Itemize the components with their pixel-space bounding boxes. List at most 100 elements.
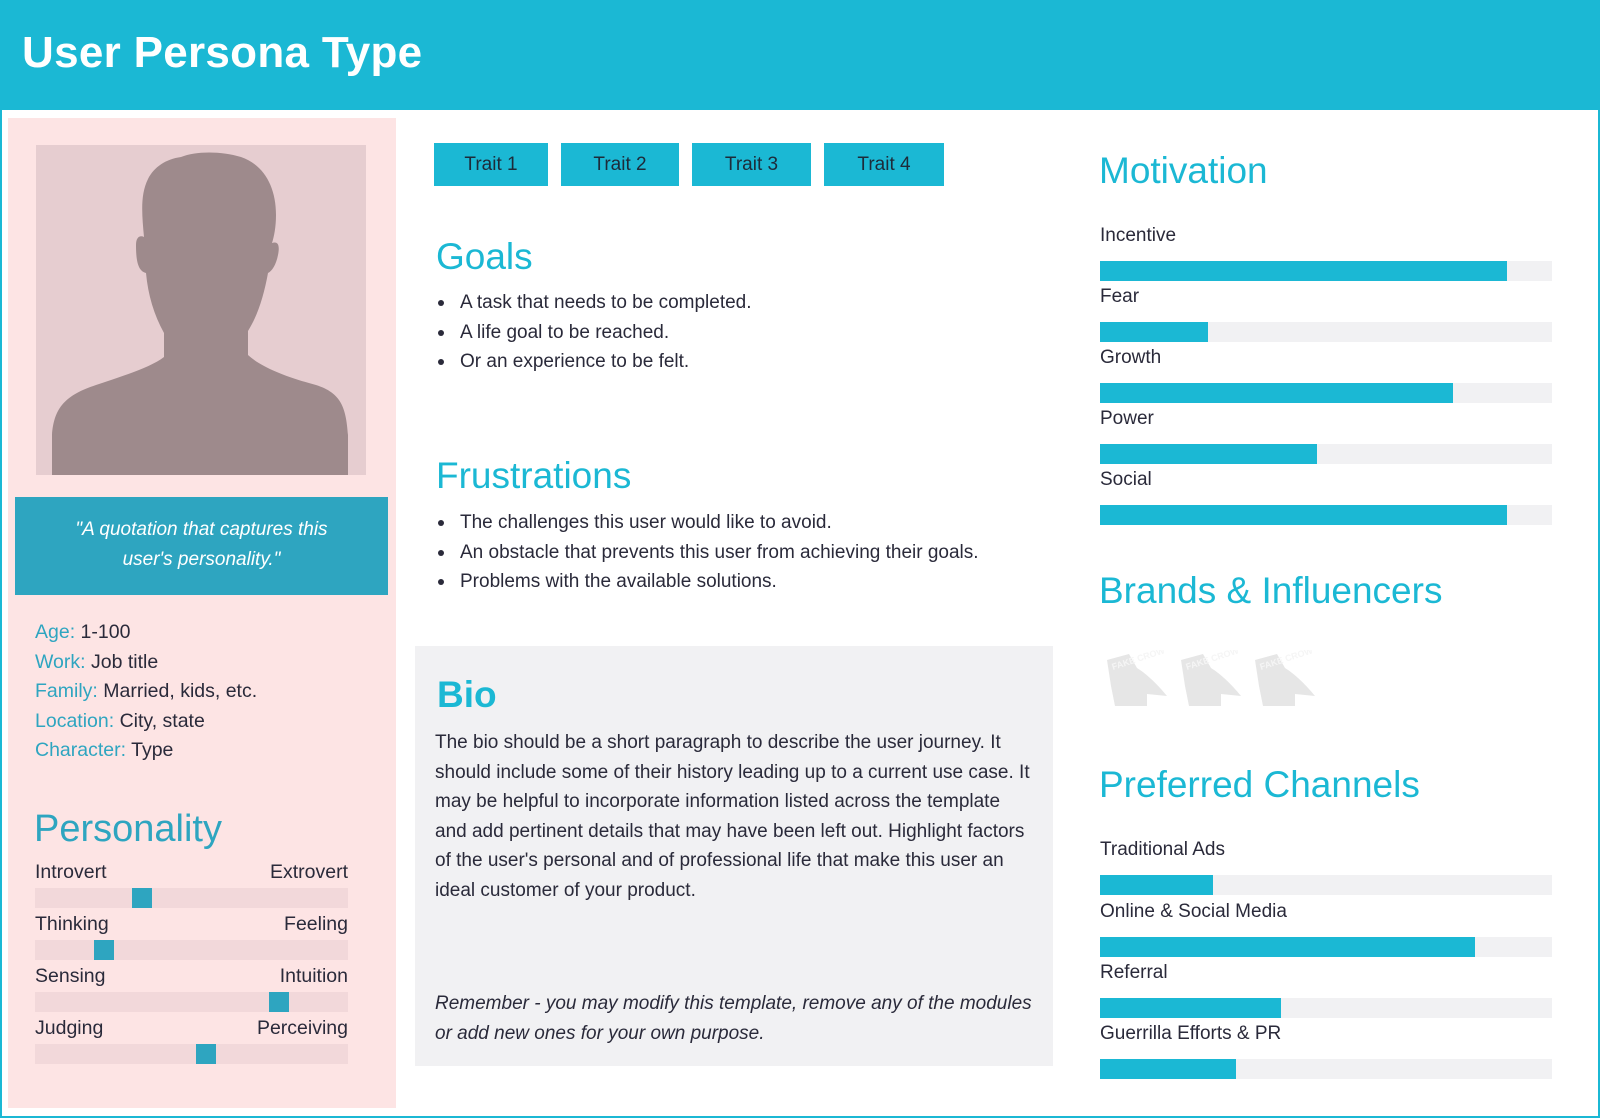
info-key: Location:: [35, 709, 115, 732]
trait-tag-4[interactable]: Trait 4: [824, 143, 944, 186]
bar-track: [1100, 505, 1552, 525]
channel-bar: Online & Social Media: [1100, 900, 1552, 957]
personality-scale: Judging Perceiving: [35, 1016, 348, 1064]
scale-track: [35, 992, 348, 1012]
bio-note: Remember - you may modify this template,…: [435, 993, 1032, 1044]
scale-track: [35, 888, 348, 908]
trait-tags: Trait 1 Trait 2 Trait 3 Trait 4: [434, 143, 957, 186]
frustrations-title: Frustrations: [436, 455, 632, 496]
bar-fill: [1100, 444, 1317, 464]
goal-item: A task that needs to be completed.: [436, 288, 752, 318]
bar-label: Social: [1100, 469, 1152, 490]
scale-marker: [269, 992, 290, 1012]
bar-fill: [1100, 261, 1507, 281]
info-row-age: Age: 1-100: [35, 618, 257, 648]
scale-marker: [93, 940, 114, 960]
person-silhouette-icon: [52, 152, 348, 475]
channels-title: Preferred Channels: [1099, 764, 1420, 805]
bar-label: Incentive: [1100, 225, 1177, 246]
info-value: 1-100: [80, 621, 131, 643]
bar-label: Power: [1100, 408, 1154, 429]
scale-marker: [196, 1044, 217, 1064]
frustration-item: Problems with the available solutions.: [436, 567, 979, 597]
motivation-title: Motivation: [1099, 150, 1268, 191]
bar-fill: [1100, 383, 1453, 403]
bar-fill: [1100, 937, 1476, 957]
trait-tag-3[interactable]: Trait 3: [692, 143, 811, 186]
scale-right-label: Perceiving: [256, 1017, 348, 1039]
bar-label: Traditional Ads: [1100, 839, 1225, 860]
motivation-bar: Growth: [1100, 346, 1552, 403]
profile-info: Age: 1-100 Work: Job title Family: Marri…: [35, 618, 257, 766]
info-row-family: Family: Married, kids, etc.: [35, 677, 257, 707]
trait-tag-2[interactable]: Trait 2: [561, 143, 679, 186]
info-key: Character:: [35, 739, 127, 761]
svg-text:FAKE CROW: FAKE CROW: [1111, 650, 1167, 672]
info-value: Job title: [90, 650, 159, 673]
channel-bar: Guerrilla Efforts & PR: [1100, 1022, 1552, 1079]
bar-fill: [1100, 998, 1281, 1018]
bar-track: [1100, 998, 1552, 1018]
trait-tag-1[interactable]: Trait 1: [434, 143, 548, 186]
bar-label: Referral: [1100, 962, 1168, 983]
info-key: Age:: [35, 621, 76, 643]
brands-title: Brands & Influencers: [1099, 570, 1443, 611]
personality-title: Personality: [34, 808, 222, 850]
goal-item: A life goal to be reached.: [436, 318, 752, 348]
scale-right-label: Feeling: [284, 913, 348, 935]
scale-right-label: Extrovert: [269, 861, 348, 883]
bar-fill: [1100, 875, 1213, 895]
header: User Persona Type: [0, 0, 1600, 110]
bio-card: Bio The bio should be a short paragraph …: [415, 646, 1053, 1066]
profile-photo: [36, 145, 366, 475]
info-key: Family:: [35, 680, 98, 702]
page-title: User Persona Type: [22, 28, 423, 77]
info-value: City, state: [119, 709, 205, 732]
channel-bar: Traditional Ads: [1100, 838, 1552, 895]
persona-quote: "A quotation that captures this user's p…: [15, 497, 388, 595]
scale-marker: [131, 888, 152, 908]
motivation-bar: Social: [1100, 468, 1552, 525]
motivation-bar: Fear: [1100, 285, 1552, 342]
scale-left-label: Sensing: [35, 965, 106, 987]
info-row-work: Work: Job title: [35, 648, 257, 678]
bar-fill: [1100, 322, 1209, 342]
bar-track: [1100, 261, 1552, 281]
personality-scale: Introvert Extrovert: [35, 860, 348, 908]
brand-logos: FAKE CROW FAKE CROW FAKE CROW: [1103, 645, 1325, 708]
frustration-item: An obstacle that prevents this user from…: [436, 538, 979, 568]
motivation-bar: Incentive: [1100, 224, 1552, 281]
info-row-character: Character: Type: [35, 736, 257, 766]
bar-track: [1100, 322, 1552, 342]
bar-track: [1100, 1059, 1552, 1079]
svg-text:FAKE CROW: FAKE CROW: [1185, 650, 1241, 672]
bio-text: The bio should be a short paragraph to d…: [435, 732, 1030, 901]
scale-track: [35, 940, 348, 960]
personality-scale: Sensing Intuition: [35, 964, 348, 1012]
svg-text:FAKE CROW: FAKE CROW: [1259, 650, 1315, 672]
scale-left-label: Judging: [35, 1017, 104, 1039]
channel-bar: Referral: [1100, 961, 1552, 1018]
bar-label: Guerrilla Efforts & PR: [1100, 1023, 1282, 1044]
frustration-item: The challenges this user would like to a…: [436, 508, 979, 538]
bar-track: [1100, 383, 1552, 403]
bar-track: [1100, 875, 1552, 895]
info-row-location: Location: City, state: [35, 707, 257, 737]
info-value: Married, kids, etc.: [103, 680, 258, 702]
goals-title: Goals: [436, 236, 533, 277]
bar-label: Fear: [1100, 286, 1140, 307]
info-value: Type: [131, 739, 174, 761]
bar-track: [1100, 444, 1552, 464]
bar-fill: [1100, 1059, 1236, 1079]
fake-crow-logo-icon: FAKE CROW: [1251, 645, 1317, 708]
scale-left-label: Introvert: [35, 861, 107, 883]
bar-track: [1100, 937, 1552, 957]
fake-crow-logo-icon: FAKE CROW: [1177, 645, 1243, 708]
personality-scale: Thinking Feeling: [35, 912, 348, 960]
scale-track: [35, 1044, 348, 1064]
bar-label: Growth: [1100, 347, 1162, 368]
bar-label: Online & Social Media: [1100, 901, 1287, 922]
scale-left-label: Thinking: [35, 913, 109, 935]
fake-crow-logo-icon: FAKE CROW: [1103, 645, 1169, 708]
